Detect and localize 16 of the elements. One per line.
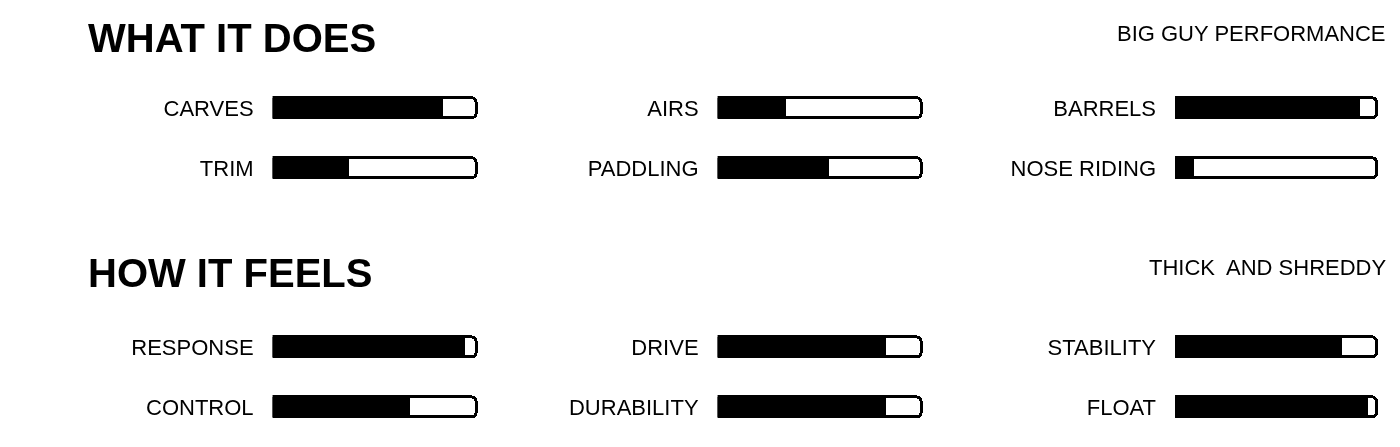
chart-title: HOW IT FEELS: [88, 251, 373, 295]
y-tick-label: DURABILITY: [568, 394, 699, 420]
y-tick-label: FLOAT: [1086, 394, 1157, 420]
y-tick-label: TRIM: [199, 155, 254, 181]
y-tick-label: NOSE RIDING: [1010, 155, 1157, 181]
chart-title: BIG GUY PERFORMANCE: [1117, 21, 1386, 46]
y-tick-label: CONTROL: [146, 394, 254, 420]
chart-title: WHAT IT DOES: [88, 16, 377, 60]
y-tick-label: STABILITY: [1047, 335, 1157, 361]
y-tick-label: BARRELS: [1053, 95, 1157, 121]
chart-title: THICK AND SHREDDY: [1149, 255, 1387, 280]
y-tick-label: RESPONSE: [131, 335, 254, 361]
y-tick-label: AIRS: [647, 95, 699, 121]
y-tick-label: PADDLING: [587, 155, 699, 181]
y-tick-label: CARVES: [163, 95, 254, 121]
y-tick-label: DRIVE: [631, 335, 699, 361]
